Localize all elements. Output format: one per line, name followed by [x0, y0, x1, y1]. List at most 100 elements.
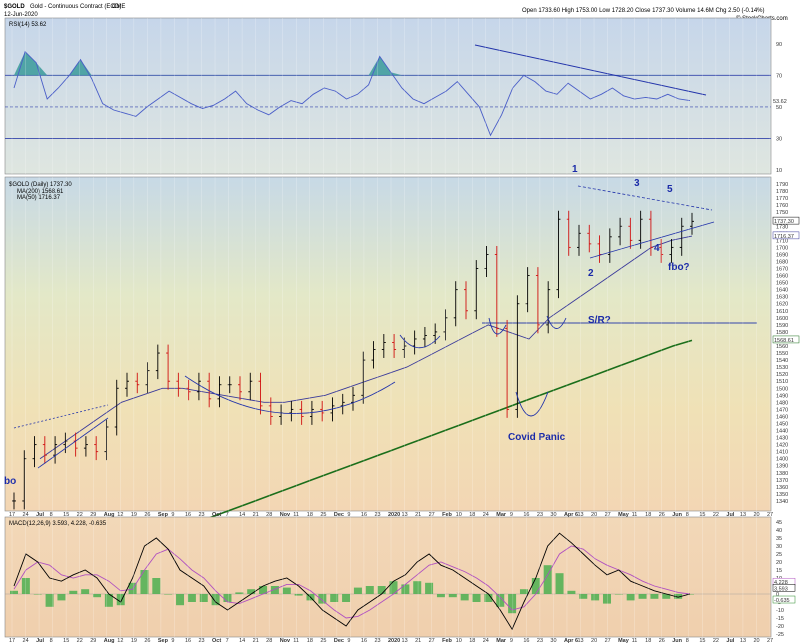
- x-tick-label: Jun: [672, 512, 682, 518]
- macd-line: [13, 532, 691, 631]
- price-legend-0: $GOLD (Daily) 1737.30: [9, 182, 72, 188]
- price-panel-bg: [4, 176, 772, 512]
- macd-histogram-bar: [81, 589, 90, 594]
- x-tick-label-bottom: Mar: [496, 638, 507, 644]
- macd-histogram-bar: [638, 594, 647, 599]
- x-tick-label-bottom: 25: [320, 638, 326, 644]
- sr-label: S/R?: [588, 315, 611, 326]
- price-value-tag: [772, 216, 800, 225]
- price-tick-label: 1450: [776, 421, 788, 427]
- x-tick-label-bottom: 18: [645, 638, 651, 644]
- rsi-tick-label: 30: [776, 136, 782, 142]
- x-tick-label: Mar: [496, 512, 507, 518]
- macd-histogram-bar: [282, 587, 291, 594]
- price-tick-label: 1410: [776, 450, 788, 456]
- price-tick-label: 1420: [776, 443, 788, 449]
- x-tick-label: 13: [402, 512, 408, 518]
- macd-histogram-bar: [116, 594, 125, 606]
- wave-label-2: 2: [588, 268, 594, 279]
- x-tick-label-bottom: Nov: [280, 638, 291, 644]
- x-tick-label: 9: [347, 512, 350, 518]
- macd-histogram-bar: [508, 594, 517, 614]
- macd-histogram-bar: [93, 594, 102, 598]
- triangle-top-line: [577, 185, 713, 211]
- x-tick-label-bottom: 23: [199, 638, 205, 644]
- x-tick-label-bottom: 7: [226, 638, 229, 644]
- price-bars: [12, 210, 694, 510]
- x-tick-label: 16: [361, 512, 367, 518]
- macd-histogram-bar: [45, 594, 54, 607]
- left-cup-arc: [488, 317, 507, 335]
- macd-histogram-bar: [519, 589, 528, 594]
- x-tick-label-bottom: 23: [374, 638, 380, 644]
- rsi-overbought-fill: [14, 51, 690, 76]
- x-tick-label: Feb: [442, 512, 452, 518]
- x-tick-label: 24: [23, 512, 29, 518]
- price-tick-label: 1770: [776, 196, 788, 202]
- rsi-line: [13, 50, 691, 137]
- x-tick-label: 27: [767, 512, 773, 518]
- macd-histogram-bar: [211, 594, 220, 606]
- ma50-line: [39, 235, 693, 460]
- rsi-legend: RSI(14) 53.62: [9, 22, 47, 28]
- x-tick-label: 16: [185, 512, 191, 518]
- macd-histogram-bar: [591, 594, 600, 601]
- x-tick-label-bottom: Feb: [442, 638, 452, 644]
- macd-histogram-bar: [176, 594, 185, 606]
- price-value-label: 1716.37: [774, 234, 794, 240]
- x-tick-label: 16: [523, 512, 529, 518]
- price-tick-label: 1730: [776, 224, 788, 230]
- macd-histogram-bar: [365, 586, 374, 594]
- wave-label-5: 5: [667, 184, 673, 195]
- price-tick-label: 1680: [776, 259, 788, 265]
- x-tick-label-bottom: 19: [131, 638, 137, 644]
- macd-tick-label: 25: [776, 552, 782, 558]
- x-tick-label: 2020: [388, 512, 400, 518]
- x-tick-label: Sep: [158, 512, 169, 518]
- x-tick-label: 18: [307, 512, 313, 518]
- x-tick-label-bottom: 16: [185, 638, 191, 644]
- price-legend-2: MA(50) 1716.37: [17, 195, 61, 201]
- rounding-bottom-arc: [184, 375, 396, 414]
- x-tick-label: Aug: [104, 512, 115, 518]
- price-tick-label: 1690: [776, 252, 788, 258]
- x-tick-label: 11: [293, 512, 299, 518]
- x-tick-label: 12: [117, 512, 123, 518]
- macd-histogram-bar: [21, 578, 30, 594]
- x-tick-label-bottom: 15: [699, 638, 705, 644]
- x-tick-label-bottom: Oct: [212, 638, 221, 644]
- x-tick-label-bottom: Jun: [672, 638, 682, 644]
- wave-label-4: 4: [654, 243, 660, 254]
- rsi-trendline: [474, 44, 707, 96]
- macd-histogram-bar: [460, 594, 469, 601]
- x-tick-label-bottom: 9: [347, 638, 350, 644]
- x-tick-label: 17: [9, 512, 15, 518]
- x-tick-label-bottom: 21: [415, 638, 421, 644]
- description: Gold - Continuous Contract (EOD): [30, 4, 121, 10]
- price-tick-label: 1600: [776, 316, 788, 322]
- x-tick-label-bottom: 26: [659, 638, 665, 644]
- x-tick-label: 15: [699, 512, 705, 518]
- price-tick-label: 1350: [776, 492, 788, 498]
- macd-histogram-bar: [330, 594, 339, 602]
- price-tick-label: 1780: [776, 189, 788, 195]
- x-tick-label: 20: [591, 512, 597, 518]
- macd-histogram-bar: [484, 594, 493, 602]
- x-tick-label-bottom: 23: [537, 638, 543, 644]
- x-tick-label-bottom: Aug: [104, 638, 115, 644]
- x-tick-label-bottom: 12: [117, 638, 123, 644]
- x-tick-label: 22: [713, 512, 719, 518]
- right-cup-arc: [546, 315, 567, 329]
- price-value-tag: [772, 335, 800, 344]
- x-tick-label: 14: [239, 512, 245, 518]
- price-tick-label: 1510: [776, 379, 788, 385]
- x-tick-label-bottom: 15: [63, 638, 69, 644]
- x-tick-label: 8: [50, 512, 53, 518]
- x-tick-label: 27: [605, 512, 611, 518]
- x-tick-label: 15: [63, 512, 69, 518]
- covid-arc: [515, 391, 549, 417]
- price-tick-label: 1500: [776, 386, 788, 392]
- x-tick-label: 25: [320, 512, 326, 518]
- macd-histogram-bar: [662, 594, 671, 599]
